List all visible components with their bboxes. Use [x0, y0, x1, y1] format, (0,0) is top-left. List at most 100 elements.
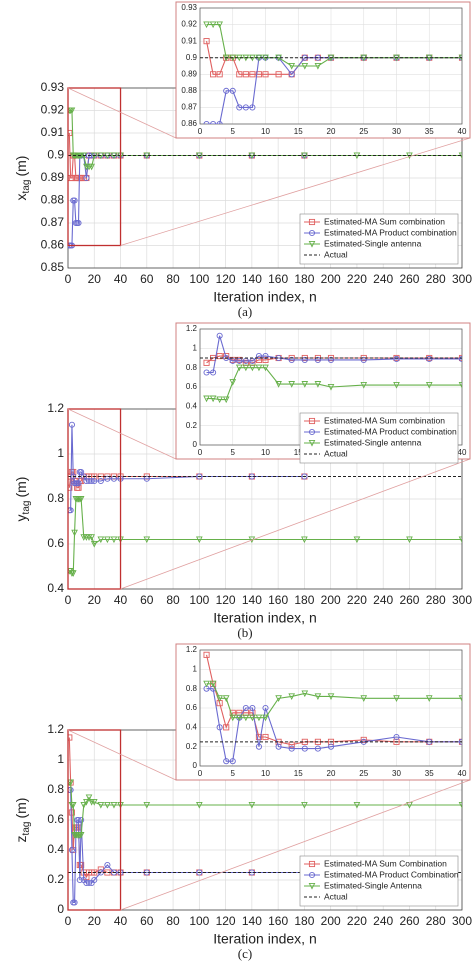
- y-label-unit: (m): [13, 156, 29, 177]
- x-tick-label: 160: [268, 272, 288, 286]
- y-label-sub: tag: [21, 501, 32, 515]
- inset-x-tick-label: 30: [392, 127, 401, 136]
- inset-x-tick-label: 20: [327, 127, 336, 136]
- marker: [308, 439, 316, 447]
- y-tick-label: 0.85: [41, 260, 65, 274]
- y-tick-label: 1: [57, 446, 64, 460]
- marker: [203, 120, 210, 124]
- inset-y-tick-label: 0.2: [186, 742, 198, 751]
- marker: [104, 861, 111, 869]
- marker: [255, 714, 263, 722]
- x-tick-label: 220: [347, 272, 367, 286]
- marker: [458, 801, 462, 809]
- marker: [288, 381, 296, 388]
- marker: [288, 71, 295, 78]
- marker: [223, 87, 230, 94]
- marker: [83, 798, 90, 806]
- marker: [353, 801, 361, 809]
- marker: [308, 860, 316, 868]
- inset-x-tick-label: 10: [261, 448, 270, 457]
- marker: [262, 704, 269, 712]
- marker: [242, 364, 250, 372]
- marker: [110, 869, 118, 876]
- marker: [75, 816, 82, 824]
- marker: [104, 536, 111, 544]
- marker: [229, 758, 236, 765]
- marker: [255, 733, 263, 741]
- x-axis-label: Iteration index, n: [213, 289, 317, 305]
- inset-axes-frame: [199, 7, 463, 125]
- marker: [288, 62, 296, 70]
- legend-box: [299, 213, 459, 265]
- marker: [209, 680, 217, 688]
- marker: [216, 21, 223, 29]
- x-tick-label: 220: [347, 593, 367, 607]
- y-tick-label: 0.4: [47, 581, 64, 595]
- marker: [248, 801, 256, 809]
- marker: [210, 120, 217, 124]
- marker: [308, 882, 316, 890]
- marker: [203, 369, 210, 376]
- marker: [143, 536, 151, 544]
- marker: [262, 353, 269, 360]
- marker: [314, 745, 321, 752]
- marker: [406, 536, 413, 544]
- x-tick-label: 220: [347, 914, 367, 928]
- inset-x-tick-label: 35: [425, 127, 434, 136]
- marker: [327, 356, 335, 363]
- marker: [360, 356, 367, 363]
- marker: [68, 809, 75, 816]
- inset-x-tick-label: 15: [294, 448, 303, 457]
- marker: [77, 495, 85, 503]
- y-tick-label: 0.8: [47, 491, 64, 505]
- inset-x-tick-label: 5: [231, 448, 236, 457]
- marker: [242, 71, 249, 78]
- marker: [249, 714, 256, 722]
- inset-x-tick-label: 40: [458, 769, 467, 778]
- legend: Estimated-MA Sum combinationEstimated-MA…: [299, 412, 459, 464]
- panel: 00.20.40.60.811.20 20 40 60 80 100 120 140 160 18…: [13, 643, 472, 961]
- zoom-connector: [120, 779, 471, 911]
- y-tick-label: 0.2: [47, 872, 64, 886]
- series-layer: [200, 332, 462, 404]
- x-tick-label: 20: [88, 272, 102, 286]
- x-tick-label: 40: [114, 593, 128, 607]
- inset-x-tick-label: 20: [327, 769, 336, 778]
- x-tick-label: 140: [242, 914, 262, 928]
- marker: [308, 428, 316, 436]
- inset-x-tick-label: 30: [392, 769, 401, 778]
- inset-frame: [175, 643, 471, 781]
- legend-label: Estimated-MA Product combination: [324, 426, 457, 436]
- marker: [104, 475, 111, 482]
- marker: [327, 743, 335, 750]
- x-tick-label: 260: [399, 914, 419, 928]
- marker: [314, 381, 322, 388]
- marker: [242, 714, 250, 722]
- marker: [203, 38, 210, 45]
- x-tick-label: 100: [189, 272, 209, 286]
- y-tick-label: 0.89: [41, 170, 65, 184]
- marker: [255, 364, 263, 372]
- series-layer: [68, 734, 462, 906]
- marker: [458, 536, 462, 544]
- inset-y-tick-label: 0.8: [186, 684, 198, 693]
- legend-label: Estimated-MA Sum combination: [324, 216, 445, 226]
- y-label-sub: tag: [21, 180, 32, 194]
- legend: Estimated-MA Sum combinationEstimated-MA…: [299, 213, 459, 265]
- marker: [301, 745, 308, 752]
- zoom-connector: [120, 137, 471, 246]
- inset-x-tick-label: 40: [458, 448, 467, 457]
- inset-y-tick-label: 1: [193, 664, 198, 673]
- x-tick-label: 0: [65, 272, 72, 286]
- zoom-box: [67, 87, 122, 247]
- marker: [327, 354, 335, 362]
- y-tick-label: 1.2: [47, 722, 64, 736]
- marker: [68, 484, 73, 491]
- panel: 0.850.860.870.880.890.90.910.920.930 20 40…: [13, 1, 472, 319]
- marker: [68, 846, 75, 854]
- marker: [255, 743, 263, 750]
- inset-x-tick-label: 25: [359, 127, 368, 136]
- y-tick-label: 1: [57, 752, 64, 766]
- series-layer: [68, 421, 462, 577]
- x-tick-label: 280: [426, 593, 446, 607]
